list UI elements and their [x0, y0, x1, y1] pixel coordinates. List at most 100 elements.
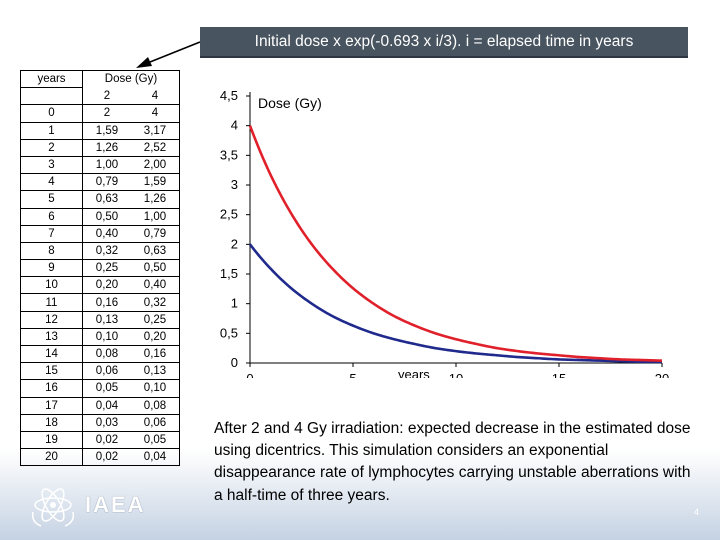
years-header: years: [20, 69, 83, 89]
table-header-row: years Dose (Gy): [20, 69, 180, 89]
year-cell: 4: [20, 173, 83, 192]
dose-4gy-cell: 2,52: [131, 138, 180, 157]
dose-header: Dose (Gy): [82, 69, 180, 88]
dose-2gy-cell: 0,05: [82, 379, 131, 398]
year-cell: 13: [20, 327, 83, 347]
table-row: 7 0,40 0,79: [20, 224, 180, 243]
table-row: 17 0,04 0,08: [20, 396, 180, 415]
x-tick-label: 10: [449, 371, 463, 378]
year-cell: 18: [20, 413, 83, 432]
table-row: 14 0,08 0,16: [20, 344, 180, 364]
dose-2gy-cell: 1,00: [82, 155, 131, 175]
caption-text: After 2 and 4 Gy irradiation: expected d…: [214, 420, 691, 504]
x-tick-label: 20: [655, 371, 669, 378]
dose-4gy-cell: 0,79: [131, 224, 180, 243]
year-cell: 3: [20, 155, 83, 175]
table-row: 4 0,79 1,59: [20, 173, 180, 192]
dose-2gy-cell: 0,63: [82, 190, 131, 209]
table-row: 16 0,05 0,10: [20, 379, 180, 398]
year-cell: 2: [20, 138, 83, 157]
dose-4gy-cell: 0,10: [131, 379, 180, 398]
y-tick-label: 0: [231, 355, 238, 370]
dose-4gy-cell: 0,16: [131, 344, 180, 364]
dose-2gy-cell: 0,32: [82, 241, 131, 261]
table-row: 12 0,13 0,25: [20, 310, 180, 329]
dose-2gy-cell: 0,16: [82, 293, 131, 312]
dose-4gy-cell: 1,26: [131, 190, 180, 209]
dose-2gy-cell: 0,79: [82, 173, 131, 192]
dose-2gy-cell: 2: [82, 104, 131, 123]
year-cell: 19: [20, 430, 83, 450]
year-cell: 14: [20, 344, 83, 364]
table-row: 2 1,26 2,52: [20, 138, 180, 157]
year-cell: 20: [20, 448, 83, 467]
y-tick-label: 2,5: [220, 207, 238, 222]
dose-2gy-cell: 0,25: [82, 259, 131, 278]
plot-area: [250, 80, 682, 364]
dose-4gy-cell: 1,00: [131, 207, 180, 226]
year-cell: 1: [20, 121, 83, 140]
iaea-logo-icon: [31, 488, 75, 527]
year-cell: 9: [20, 259, 83, 278]
table-row: 18 0,03 0,06: [20, 413, 180, 432]
x-tick-label: 15: [552, 371, 566, 378]
year-cell: 8: [20, 241, 83, 261]
year-cell: 12: [20, 310, 83, 329]
dose-4gy-cell: 1,59: [131, 173, 180, 192]
table-row: 3 1,00 2,00: [20, 155, 180, 175]
dose-2gy-cell: 1,59: [82, 121, 131, 140]
dose-4gy-cell: 0,08: [131, 396, 180, 415]
dose-2gy-cell: 0,20: [82, 276, 131, 295]
y-tick-label: 3,5: [220, 147, 238, 162]
formula-banner: Initial dose x exp(-0.693 x i/3). i = el…: [200, 27, 688, 58]
dose-4gy-cell: 2,00: [131, 155, 180, 175]
year-cell: 15: [20, 362, 83, 381]
dose-4gy-cell: 0,63: [131, 241, 180, 261]
table-subheader-row: 2 4: [20, 87, 180, 106]
y-tick-label: 3: [231, 177, 238, 192]
year-cell: 0: [20, 104, 83, 123]
table-row: 10 0,20 0,40: [20, 276, 180, 295]
page-number: 4: [694, 507, 700, 517]
table-row: 6 0,50 1,00: [20, 207, 180, 226]
years-subheader: [20, 87, 83, 106]
x-tick-label: 0: [246, 371, 253, 378]
year-cell: 11: [20, 293, 83, 312]
dose-4gy-cell: 0,40: [131, 276, 180, 295]
table-row: 15 0,06 0,13: [20, 362, 180, 381]
table-row: 9 0,25 0,50: [20, 259, 180, 278]
year-cell: 10: [20, 276, 83, 295]
table-row: 5 0,63 1,26: [20, 190, 180, 209]
dose-2gy-cell: 0,08: [82, 344, 131, 364]
x-axis-label: years: [398, 367, 430, 378]
y-tick-label: 4,5: [220, 88, 238, 103]
dose-2gy-cell: 0,40: [82, 224, 131, 243]
chart-title: Dose (Gy): [258, 95, 322, 111]
dose-2gy-cell: 0,03: [82, 413, 131, 432]
table-row: 1 1,59 3,17: [20, 121, 180, 140]
year-cell: 7: [20, 224, 83, 243]
table-row: 19 0,02 0,05: [20, 430, 180, 450]
y-tick-label: 2: [231, 236, 238, 251]
dose-2gy-cell: 0,50: [82, 207, 131, 226]
dose-2gy-cell: 0,02: [82, 448, 131, 467]
dose-4gy-cell: 0,06: [131, 413, 180, 432]
table-row: 11 0,16 0,32: [20, 293, 180, 312]
table-row: 8 0,32 0,63: [20, 241, 180, 261]
table-row: 20 0,02 0,04: [20, 448, 180, 467]
dose-4gy-cell: 0,20: [131, 327, 180, 347]
dose-4gy-cell: 0,50: [131, 259, 180, 278]
dose-2gy-cell: 0,10: [82, 327, 131, 347]
dose-2gy-cell: 0,04: [82, 396, 131, 415]
y-tick-label: 4: [231, 118, 238, 133]
dose-4gy-cell: 0,13: [131, 362, 180, 381]
dose-2gy-cell: 0,13: [82, 310, 131, 329]
dose-4gy-cell: 0,32: [131, 293, 180, 312]
dose-level-4: 4: [131, 87, 180, 106]
year-cell: 5: [20, 190, 83, 209]
dose-2gy-cell: 1,26: [82, 138, 131, 157]
y-tick-label: 1: [231, 296, 238, 311]
dose-4gy-cell: 3,17: [131, 121, 180, 140]
